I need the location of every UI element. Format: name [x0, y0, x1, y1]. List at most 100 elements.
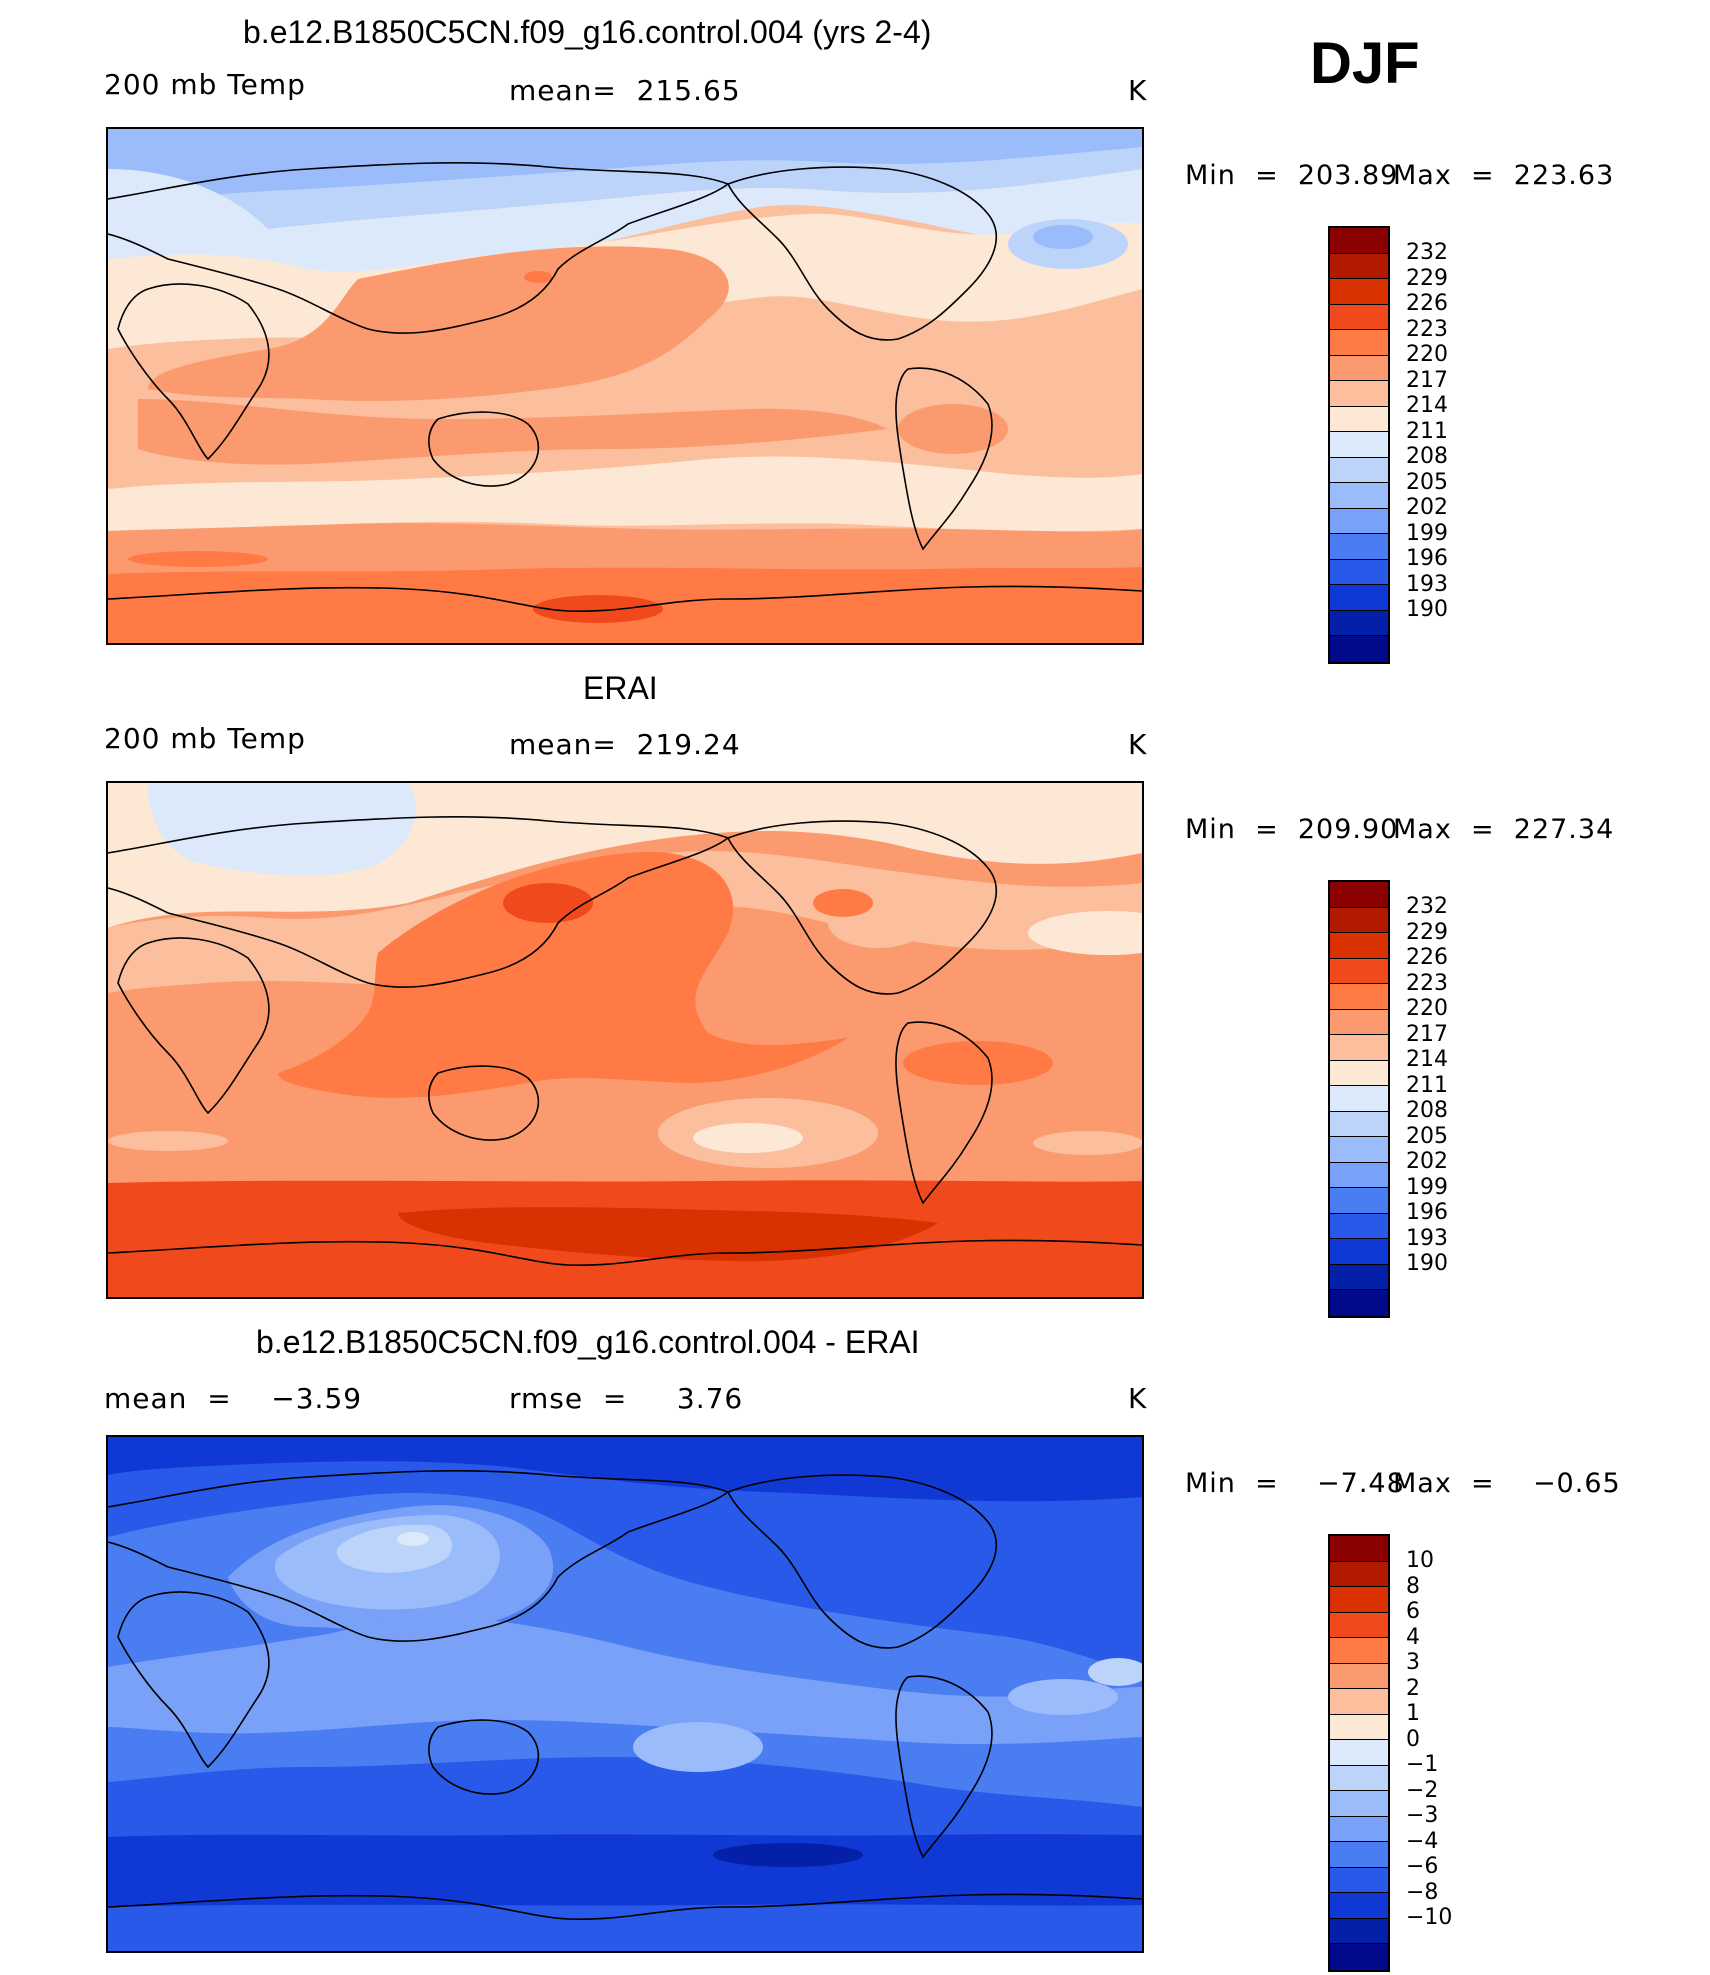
colorbar-swatch: [1330, 585, 1388, 611]
colorbar-label: 10: [1406, 1548, 1434, 1573]
colorbar-swatch: [1330, 1239, 1388, 1265]
colorbar-swatch: [1330, 933, 1388, 959]
colorbar-label: 226: [1406, 291, 1448, 316]
colorbar-swatch: [1330, 907, 1388, 933]
colorbar-swatch: [1330, 1086, 1388, 1112]
colorbar-swatch: [1330, 1893, 1388, 1919]
panel-1-units: K: [1128, 74, 1148, 107]
colorbar-swatch: [1330, 1536, 1388, 1562]
coastline-path: [726, 820, 998, 995]
colorbar-swatch: [1330, 1918, 1388, 1944]
panel-3-contour-field: [108, 1437, 1142, 1951]
panel-3-mean-label: mean = −3.59: [104, 1382, 363, 1415]
coastline-path: [726, 166, 998, 341]
panel-3-units: K: [1128, 1382, 1148, 1415]
colorbar-swatch: [1330, 457, 1388, 483]
coastline-path: [108, 815, 730, 988]
panel-3-max: Max = −0.65: [1393, 1468, 1621, 1499]
panel-2-colorbar: [1328, 880, 1390, 1318]
colorbar-swatch: [1330, 432, 1388, 458]
colorbar-swatch: [1330, 1765, 1388, 1791]
colorbar-label: −4: [1406, 1828, 1439, 1854]
colorbar-swatch: [1330, 1740, 1388, 1766]
colorbar-label: 202: [1406, 1149, 1448, 1174]
colorbar-swatch: [1330, 508, 1388, 534]
panel-2-max: Max = 227.34: [1393, 814, 1615, 845]
coastline-path: [117, 283, 270, 461]
colorbar-label: 223: [1406, 970, 1448, 996]
colorbar-label: 190: [1406, 1251, 1448, 1276]
coastline-path: [428, 411, 540, 487]
coastline-path: [108, 585, 1142, 612]
colorbar-swatch: [1330, 228, 1388, 254]
colorbar-swatch: [1330, 1638, 1388, 1664]
colorbar-label: 202: [1406, 495, 1448, 520]
colorbar-label: −8: [1406, 1879, 1439, 1905]
panel-1-max: Max = 223.63: [1393, 160, 1615, 191]
colorbar-swatch: [1330, 1213, 1388, 1239]
coastline-path: [895, 367, 993, 551]
panel-1-variable-label: 200 mb Temp: [104, 68, 306, 101]
colorbar-swatch: [1330, 1663, 1388, 1689]
colorbar-swatch: [1330, 1137, 1388, 1163]
colorbar-label: 196: [1406, 546, 1448, 571]
colorbar-swatch: [1330, 1689, 1388, 1715]
colorbar-label: 196: [1406, 1200, 1448, 1225]
coastline-path: [428, 1065, 540, 1141]
panel-1-contour-field: [108, 129, 1142, 643]
colorbar-label: 232: [1406, 894, 1448, 919]
panel-2-contour-field: [108, 783, 1142, 1297]
panel-3-colorbar: [1328, 1534, 1390, 1972]
colorbar-label: 6: [1406, 1599, 1420, 1624]
colorbar-label: 3: [1406, 1650, 1420, 1675]
colorbar-swatch: [1330, 330, 1388, 356]
colorbar-label: 4: [1406, 1624, 1420, 1650]
colorbar-swatch: [1330, 559, 1388, 585]
panel-2-title: ERAI: [583, 670, 658, 706]
colorbar-swatch: [1330, 1561, 1388, 1587]
colorbar-swatch: [1330, 1587, 1388, 1613]
colorbar-label: 214: [1406, 1047, 1448, 1072]
coastline-path: [117, 937, 270, 1115]
colorbar-label: 217: [1406, 1021, 1448, 1047]
colorbar-label: 205: [1406, 1123, 1448, 1149]
colorbar-label: 223: [1406, 316, 1448, 342]
coastline-path: [117, 1591, 270, 1769]
colorbar-swatch: [1330, 958, 1388, 984]
colorbar-label: 229: [1406, 265, 1448, 291]
coastline-path: [108, 1893, 1142, 1920]
colorbar-label: 217: [1406, 367, 1448, 393]
colorbar-label: −10: [1406, 1905, 1453, 1930]
colorbar-swatch: [1330, 279, 1388, 305]
colorbar-label: 211: [1406, 1072, 1448, 1098]
colorbar-swatch: [1330, 406, 1388, 432]
coastlines: [108, 1469, 1142, 1920]
colorbar-label: 193: [1406, 1225, 1448, 1251]
panel-2-mean-label: mean= 219.24: [509, 728, 741, 761]
colorbar-swatch: [1330, 984, 1388, 1010]
colorbar-label: 199: [1406, 1174, 1448, 1200]
colorbar-swatch: [1330, 1111, 1388, 1137]
coastline-path: [895, 1675, 993, 1859]
panel-2-map: [106, 781, 1144, 1299]
colorbar-label: 226: [1406, 945, 1448, 970]
colorbar-label: 220: [1406, 996, 1448, 1021]
colorbar-swatch: [1330, 483, 1388, 509]
colorbar-swatch: [1330, 610, 1388, 636]
colorbar-swatch: [1330, 253, 1388, 279]
panel-3-min: Min = −7.48: [1185, 1468, 1405, 1499]
coastlines: [108, 161, 1142, 612]
panel-2-min: Min = 209.90: [1185, 814, 1399, 845]
panel-3-rmse-label: rmse = 3.76: [509, 1382, 744, 1415]
colorbar-label: 8: [1406, 1573, 1420, 1599]
colorbar-swatch: [1330, 1162, 1388, 1188]
colorbar-label: 220: [1406, 342, 1448, 367]
panel-3-map: [106, 1435, 1144, 1953]
panel-1-mean-label: mean= 215.65: [509, 74, 741, 107]
colorbar-swatch: [1330, 381, 1388, 407]
colorbar-label: 2: [1406, 1675, 1420, 1701]
colorbar-swatch: [1330, 304, 1388, 330]
panel-2-variable-label: 200 mb Temp: [104, 722, 306, 755]
colorbar-swatch: [1330, 1009, 1388, 1035]
colorbar-label: 232: [1406, 240, 1448, 265]
